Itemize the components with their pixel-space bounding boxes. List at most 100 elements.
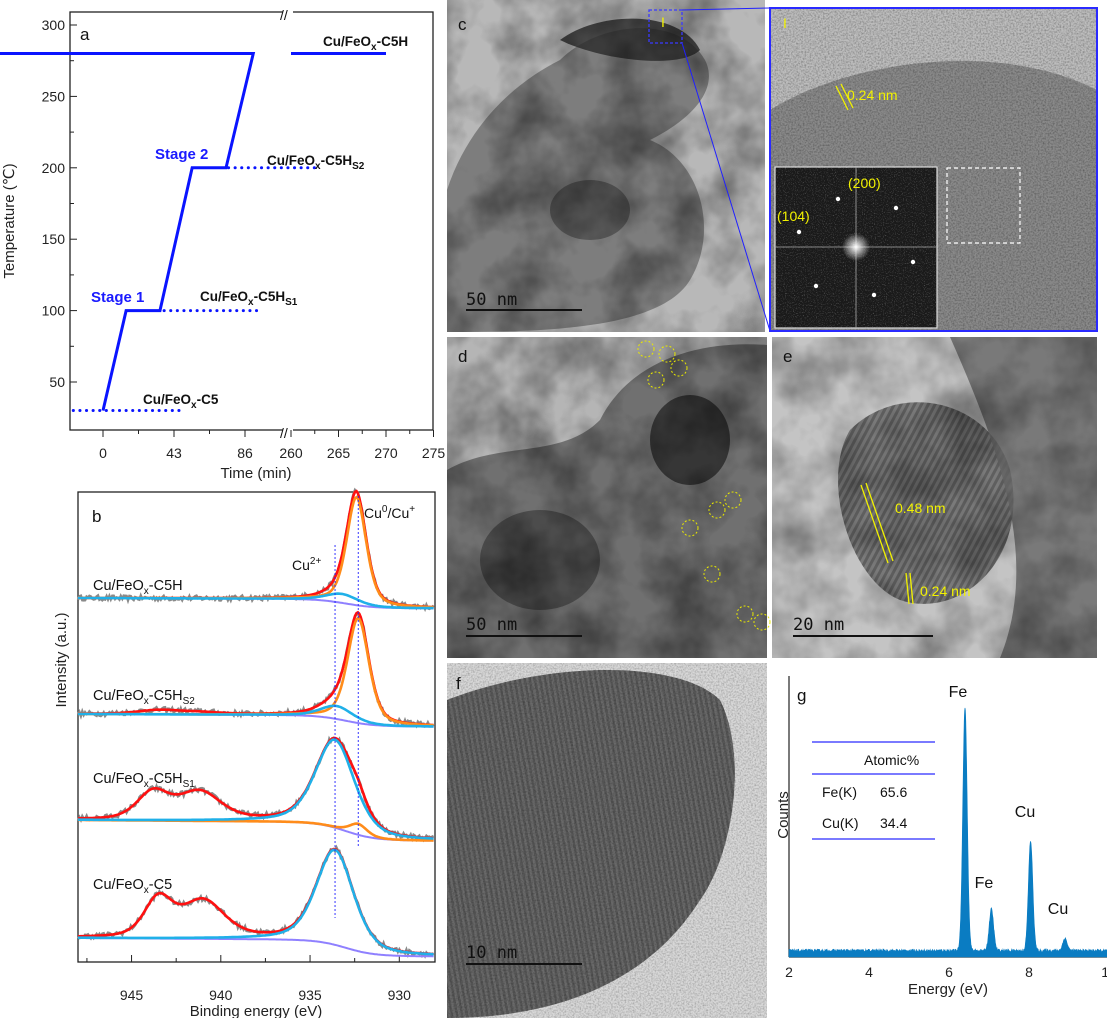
- panel-i-hrtem: I 0.24 nm (200) (104): [769, 7, 1098, 332]
- x-axis-label: Time (min): [220, 465, 291, 482]
- panel-label: d: [458, 347, 467, 366]
- cu0-cu1-annotation: Cu0/Cu+: [364, 504, 415, 521]
- cu-particle-marker: [647, 371, 665, 389]
- panel-label: e: [783, 347, 792, 366]
- fft-inset: (200) (104): [774, 166, 938, 329]
- tem-texture: [772, 337, 1097, 658]
- xps-spectrum: [77, 844, 435, 959]
- y-tick-label: 100: [42, 303, 66, 319]
- panel-c-tem: I c 50 nm: [447, 0, 771, 332]
- series-a: [0, 52, 386, 413]
- axis-break-top: //: [280, 7, 288, 23]
- cu-particle-marker: [681, 519, 699, 537]
- roi-label: I: [661, 14, 665, 30]
- lattice-spacing-label: 0.24 nm: [847, 87, 898, 103]
- xps-spectrum: [76, 610, 435, 729]
- sample-label-c5hs1: Cu/FeOx-C5HS1: [200, 289, 298, 308]
- table-cell-element: Cu(K): [822, 815, 859, 831]
- panel-label: b: [92, 507, 101, 526]
- scale-bar-label: 20 nm: [793, 615, 844, 635]
- cu2-component-line: [78, 738, 434, 840]
- lattice-marker: [840, 83, 854, 109]
- axis-break-bottom: //: [280, 425, 288, 441]
- x-tick-label: 6: [945, 964, 953, 980]
- y-tick-label: 50: [49, 374, 65, 390]
- table-cell-value: 34.4: [880, 815, 907, 831]
- atomic-percent-table: Atomic% Fe(K) 65.6 Cu(K) 34.4: [812, 741, 935, 840]
- panel-a-temperature-program: // // a 50 100 150 200 250 300 0 43 86 260 265 270 2…: [0, 5, 446, 482]
- x-axis-label: Binding energy (eV): [190, 1003, 323, 1018]
- lattice-marker: [909, 572, 914, 605]
- sample-label-c5h: Cu/FeOx-C5H: [323, 34, 408, 53]
- axes-b: 945 940 935 930: [86, 955, 412, 1003]
- lattice-marker: [860, 484, 889, 564]
- series-g: [788, 707, 1107, 958]
- cu-particle-marker: [670, 359, 688, 377]
- cu2-component-line: [78, 704, 434, 728]
- panel-f-hrtem: f 10 nm: [447, 663, 767, 1018]
- lattice-marker: [865, 482, 894, 562]
- y-tick-label: 250: [42, 88, 66, 104]
- spectrum-label-c5h: Cu/FeOx-C5H: [93, 578, 183, 597]
- table-cell-element: Fe(K): [822, 784, 857, 800]
- x-tick-label: 265: [327, 445, 351, 461]
- axis-break-gap: [283, 5, 293, 17]
- x-axis-label: Energy (eV): [908, 981, 988, 998]
- cu-particle-marker: [658, 345, 676, 363]
- x-tick-label: 10: [1101, 964, 1107, 980]
- zoom-connector: [681, 7, 771, 11]
- x-tick-label: 4: [865, 964, 873, 980]
- panel-label: a: [80, 25, 90, 44]
- lattice-spacing-label: 0.48 nm: [895, 500, 946, 516]
- panel-label: I: [783, 15, 787, 31]
- eds-spectrum: [788, 707, 1107, 958]
- peak-label-fe-kb: Fe: [975, 875, 994, 892]
- cu2-component-line: [78, 848, 434, 956]
- scale-bar-label: 10 nm: [466, 943, 517, 963]
- y-tick-label: 150: [42, 231, 66, 247]
- cu2-component-line: [78, 592, 434, 610]
- fft-spot-104: (104): [777, 208, 810, 224]
- tem-texture: [447, 0, 765, 332]
- x-tick-label: 930: [388, 987, 412, 1003]
- cu2-annotation: Cu2+: [292, 556, 321, 573]
- axes-a: 50 100 150 200 250 300 0 43 86 260 265 270 275: [42, 17, 446, 461]
- sample-label-c5: Cu/FeOx-C5: [143, 392, 219, 411]
- xps-spectrum: [76, 487, 435, 613]
- panel-e-hrtem: 0.48 nm 0.24 nm e 20 nm: [772, 337, 1097, 658]
- panel-label: f: [456, 674, 461, 693]
- panel-g-eds: g 2 4 6 8 10 Fe Fe Cu Cu Atomic% Fe(K) 65.6 …: [775, 676, 1107, 998]
- spectrum-label-c5hs1: Cu/FeOx-C5HS1: [93, 771, 195, 790]
- panel-border: [769, 7, 1098, 332]
- x-tick-label: 0: [99, 445, 107, 461]
- cu-particle-marker: [708, 501, 726, 519]
- table-cell-value: 65.6: [880, 784, 907, 800]
- y-tick-label: 200: [42, 160, 66, 176]
- background-line: [78, 937, 434, 958]
- lattice-marker: [835, 85, 849, 111]
- plot-frame: [69, 11, 434, 431]
- x-tick-label: 8: [1025, 964, 1033, 980]
- panel-label: c: [458, 15, 467, 34]
- cu0-cu1-component-line: [78, 616, 434, 727]
- fft-spots: [796, 196, 916, 298]
- x-tick-label: 270: [374, 445, 398, 461]
- stage-2-label: Stage 2: [155, 146, 208, 163]
- peak-label-cu-kb: Cu: [1048, 901, 1068, 918]
- cu-particle-marker: [736, 605, 754, 623]
- sample-label-c5hs2: Cu/FeOx-C5HS2: [267, 153, 365, 172]
- x-tick-label: 2: [785, 964, 793, 980]
- x-tick-label: 43: [166, 445, 182, 461]
- y-axis-label: Intensity (a.u.): [53, 612, 70, 707]
- panel-label: g: [797, 686, 806, 705]
- tem-texture: [447, 337, 767, 658]
- x-tick-label: 260: [279, 445, 303, 461]
- peak-label-cu-ka: Cu: [1015, 804, 1035, 821]
- zoom-connector: [681, 42, 771, 332]
- peak-label-fe-ka: Fe: [949, 684, 968, 701]
- x-tick-label: 940: [209, 987, 233, 1003]
- lattice-spacing-label: 0.24 nm: [920, 583, 971, 599]
- panel-b-xps-spectra: b 945 940 935 930 Cu/FeOx-C5H Cu/FeOx-C5HS2…: [53, 487, 436, 1018]
- plot-frame: [77, 491, 436, 963]
